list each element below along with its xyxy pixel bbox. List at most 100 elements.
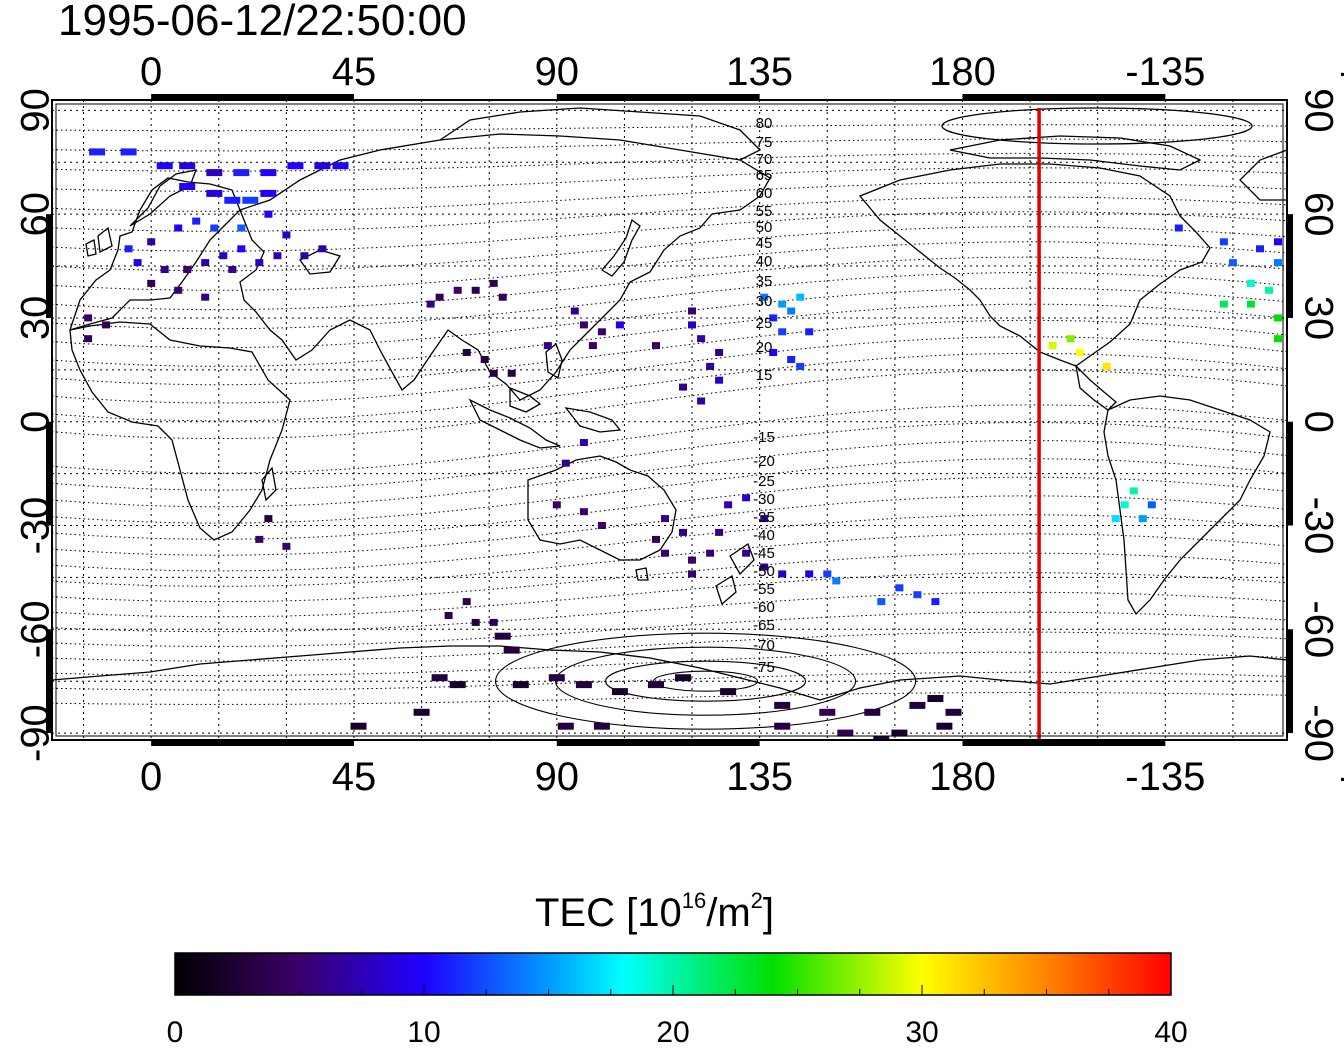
tec-point (255, 259, 264, 267)
tec-point (179, 183, 196, 190)
tec-point (787, 356, 796, 363)
x-tick-label-bottom: -135 (1125, 755, 1205, 799)
tec-point (498, 293, 507, 301)
contour-label: 30 (756, 293, 773, 310)
tec-point (579, 321, 588, 329)
tec-point (1147, 501, 1156, 509)
tec-point (615, 321, 624, 329)
tec-point (287, 162, 304, 170)
tec-point (1129, 487, 1138, 495)
tec-point (426, 300, 435, 308)
tec-point (228, 266, 237, 273)
contour-label: -20 (753, 453, 775, 470)
contour-label: -35 (753, 509, 775, 526)
tec-point (435, 293, 444, 301)
tec-point (462, 598, 471, 606)
tec-point (201, 293, 210, 301)
tec-point (237, 224, 246, 232)
coordinate-grid (52, 100, 1287, 740)
tec-point (778, 570, 787, 578)
tec-point (760, 293, 769, 301)
contour-line (52, 124, 1287, 132)
contour-line (52, 552, 1287, 603)
tec-point (273, 252, 282, 260)
tec-point (1228, 259, 1237, 267)
tec-point (160, 266, 169, 273)
contour-label: -75 (753, 659, 775, 676)
contour-line (52, 272, 1287, 330)
tec-point (796, 293, 805, 301)
tec-point (706, 362, 715, 370)
tec-point (210, 224, 219, 232)
tec-point (124, 245, 133, 253)
tec-point (570, 307, 579, 315)
contour-label: 80 (756, 115, 773, 132)
tec-point (1301, 259, 1309, 266)
tec-point (778, 300, 787, 308)
colorbar-tick-label: 0 (167, 1016, 184, 1048)
contour-label: 60 (756, 185, 773, 202)
tec-point (300, 252, 309, 260)
tec-point (242, 196, 259, 204)
tec-point (102, 321, 111, 329)
tec-point (796, 362, 805, 370)
axis-bar (46, 214, 52, 318)
contour-line (52, 138, 1287, 152)
tec-point (931, 598, 940, 606)
tec-point (1075, 349, 1084, 356)
tec-point (661, 549, 669, 557)
contour-label: 50 (756, 219, 773, 236)
tec-point (133, 259, 142, 267)
tec-point (774, 701, 791, 709)
tec-point (543, 342, 552, 350)
contour-line (52, 241, 1287, 291)
tec-point (471, 286, 480, 294)
x-tick-label-bottom: 135 (726, 755, 793, 799)
tec-point (1328, 342, 1336, 349)
tec-point (927, 695, 944, 702)
tec-point (760, 563, 769, 571)
contour-ring (605, 660, 807, 702)
tec-point (350, 722, 367, 730)
tec-point (1256, 245, 1264, 253)
contour-label: -55 (753, 581, 775, 598)
tec-point (233, 169, 250, 177)
tec-point (913, 591, 922, 599)
tec-point (724, 501, 733, 509)
x-tick-label-top: 180 (929, 50, 996, 94)
contour-label: 45 (756, 235, 773, 252)
tec-point (823, 570, 832, 578)
contour-label: 70 (756, 151, 773, 168)
tec-point (805, 570, 814, 578)
contour-label: 65 (756, 167, 773, 184)
contour-line (52, 181, 1287, 212)
tec-point (431, 674, 448, 682)
colorbar-ticks: 0 10 20 30 40 (167, 985, 1188, 1048)
tec-point (219, 252, 228, 260)
y-tick-label-right: 90 (1296, 88, 1340, 132)
tec-point (260, 189, 277, 197)
tec-point (1274, 259, 1282, 267)
tec-point (449, 681, 466, 689)
tec-point (675, 674, 691, 682)
tec-point (147, 279, 156, 287)
axis-bar (1287, 214, 1293, 318)
tec-points (84, 148, 1336, 740)
tec-point (206, 189, 223, 197)
x-tick-label-top: 90 (535, 50, 580, 94)
contour-label: -60 (753, 599, 775, 616)
tec-point (652, 342, 660, 350)
contour-label: 20 (756, 339, 773, 356)
x-tick-label-bottom: 0 (140, 755, 162, 799)
tec-point (688, 307, 696, 315)
tec-point (120, 148, 137, 156)
tec-point (444, 612, 453, 619)
y-tick-label-left: 60 (14, 192, 58, 237)
x-tick-label-bottom: 90 (535, 755, 580, 799)
tec-point (489, 369, 498, 377)
contour-label: 75 (756, 134, 773, 151)
contour-line (52, 256, 1287, 311)
contour-label: -50 (753, 563, 775, 580)
